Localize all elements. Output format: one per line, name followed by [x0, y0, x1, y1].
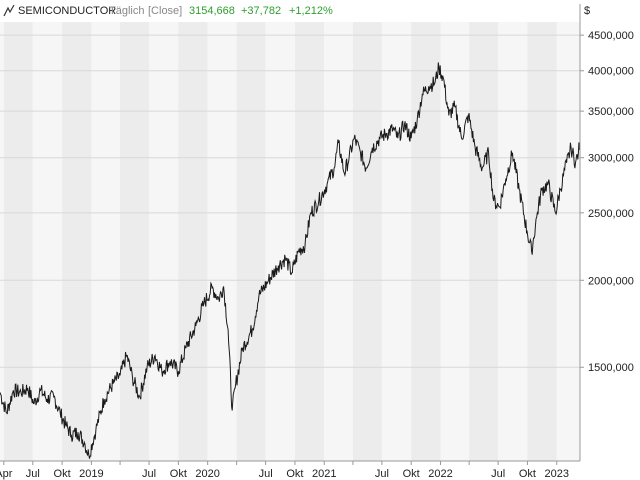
- y-tick-label: 4500,000: [588, 30, 634, 42]
- quarter-bands: [0, 22, 580, 461]
- quarter-band: [62, 22, 92, 461]
- currency-label: $: [584, 5, 590, 17]
- x-tick-label: 2020: [195, 468, 219, 480]
- quarter-band: [178, 22, 208, 461]
- series-line: [0, 62, 581, 459]
- x-tick-label: 2022: [428, 468, 452, 480]
- quarter-band: [265, 22, 295, 461]
- quarter-band: [440, 22, 470, 461]
- quarter-band: [236, 22, 266, 461]
- header-change: +37,782: [241, 5, 281, 17]
- quarter-band: [0, 22, 4, 461]
- y-axis: 1500,000 2000,000 2500,000 3000,000 3500,000…: [580, 30, 634, 374]
- header-change-pct: +1,212%: [289, 5, 333, 17]
- header-last-value: 3154,668: [189, 5, 235, 17]
- x-tick-label: Jul: [375, 468, 389, 480]
- quarter-band: [381, 22, 412, 461]
- x-tick-label: Okt: [286, 468, 303, 480]
- y-tick-label: 3000,000: [588, 153, 634, 165]
- x-tick-label: Okt: [519, 468, 536, 480]
- quarter-band: [149, 22, 179, 461]
- quarter-band: [207, 22, 237, 461]
- x-tick-label: 2019: [79, 468, 103, 480]
- header-price-type: [Close]: [148, 5, 182, 17]
- series-layer: [0, 62, 581, 459]
- y-tick-label: 3500,000: [588, 106, 634, 118]
- x-tick-label: Jul: [491, 468, 505, 480]
- y-tick-label: 1500,000: [588, 362, 634, 374]
- x-axis: Apr Jul Okt 2019 Jul Okt 2020 Jul Okt 2021 Jul Okt 2…: [0, 461, 569, 480]
- quarter-band: [91, 22, 121, 461]
- header-interval: Täglich: [109, 5, 144, 17]
- quarter-band: [352, 22, 382, 461]
- x-tick-label: Apr: [0, 468, 13, 480]
- horizontal-gridlines: [0, 34, 580, 368]
- quarter-band: [324, 22, 353, 461]
- quarter-band: [527, 22, 557, 461]
- line-chart-icon: [3, 4, 15, 17]
- quarter-band: [498, 22, 528, 461]
- x-tick-label: Jul: [142, 468, 156, 480]
- y-tick-label: 2000,000: [588, 275, 634, 287]
- x-tick-label: 2023: [545, 468, 569, 480]
- x-tick-label: Jul: [259, 468, 273, 480]
- quarter-band: [32, 22, 63, 461]
- quarter-band: [556, 22, 580, 461]
- x-tick-label: 2021: [312, 468, 336, 480]
- quarter-band: [469, 22, 499, 461]
- x-tick-label: Jul: [26, 468, 40, 480]
- x-tick-label: Okt: [170, 468, 187, 480]
- y-tick-label: 4000,000: [588, 66, 634, 78]
- quarter-band: [120, 22, 150, 461]
- quarter-band: [411, 22, 441, 461]
- quarter-band: [294, 22, 325, 461]
- header-series-name: SEMICONDUCTOR: [18, 5, 116, 17]
- chart-header: SEMICONDUCTOR Täglich [Close] 3154,668 +…: [3, 4, 333, 17]
- x-tick-label: Okt: [54, 468, 71, 480]
- y-tick-label: 2500,000: [588, 208, 634, 220]
- x-tick-label: Okt: [403, 468, 420, 480]
- plot-frame: [0, 4, 581, 462]
